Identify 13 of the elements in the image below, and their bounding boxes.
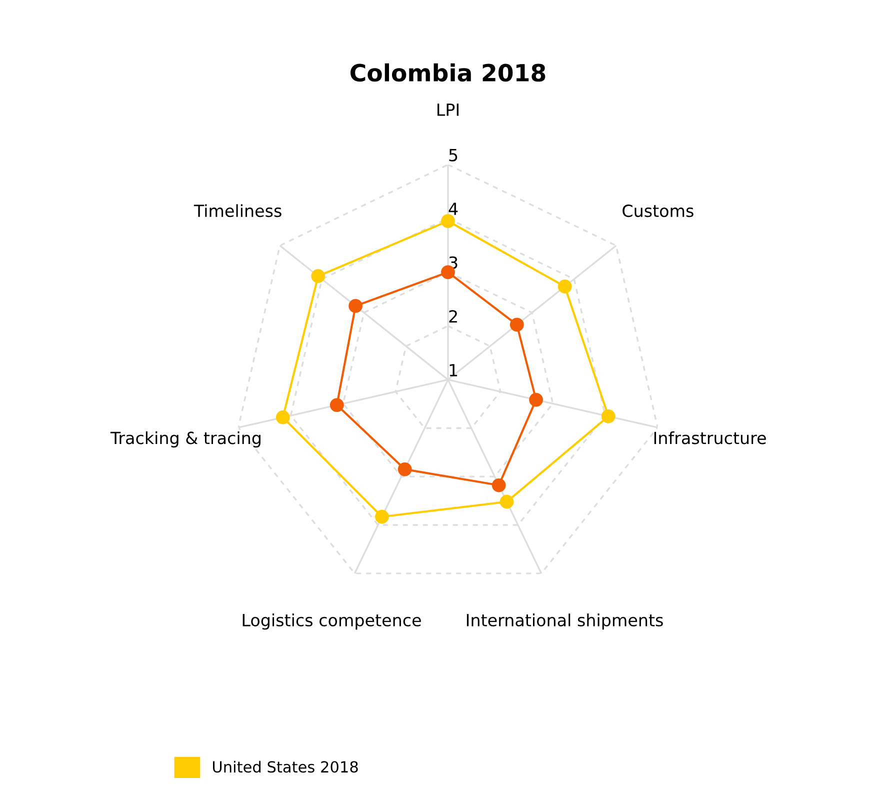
spoke-label: Customs [622, 204, 694, 218]
spoke-label: Tracking & tracing [110, 431, 260, 448]
spoke-label: Infrastructure [654, 431, 766, 444]
y-tick-label: 4 [448, 202, 458, 215]
y-tick-label: 2 [449, 310, 457, 322]
spoke-label: Timeliness [194, 204, 282, 218]
chart-title: Colombia 2018 [350, 63, 546, 82]
spoke-label: International shipments [466, 614, 663, 630]
spoke-label: LPI [438, 104, 458, 116]
y-tick-label: 5 [449, 149, 458, 162]
y-tick-label: 1 [450, 364, 458, 376]
spoke-label: Logistics competence [242, 614, 421, 630]
legend-label: United States 2018 [213, 760, 358, 773]
